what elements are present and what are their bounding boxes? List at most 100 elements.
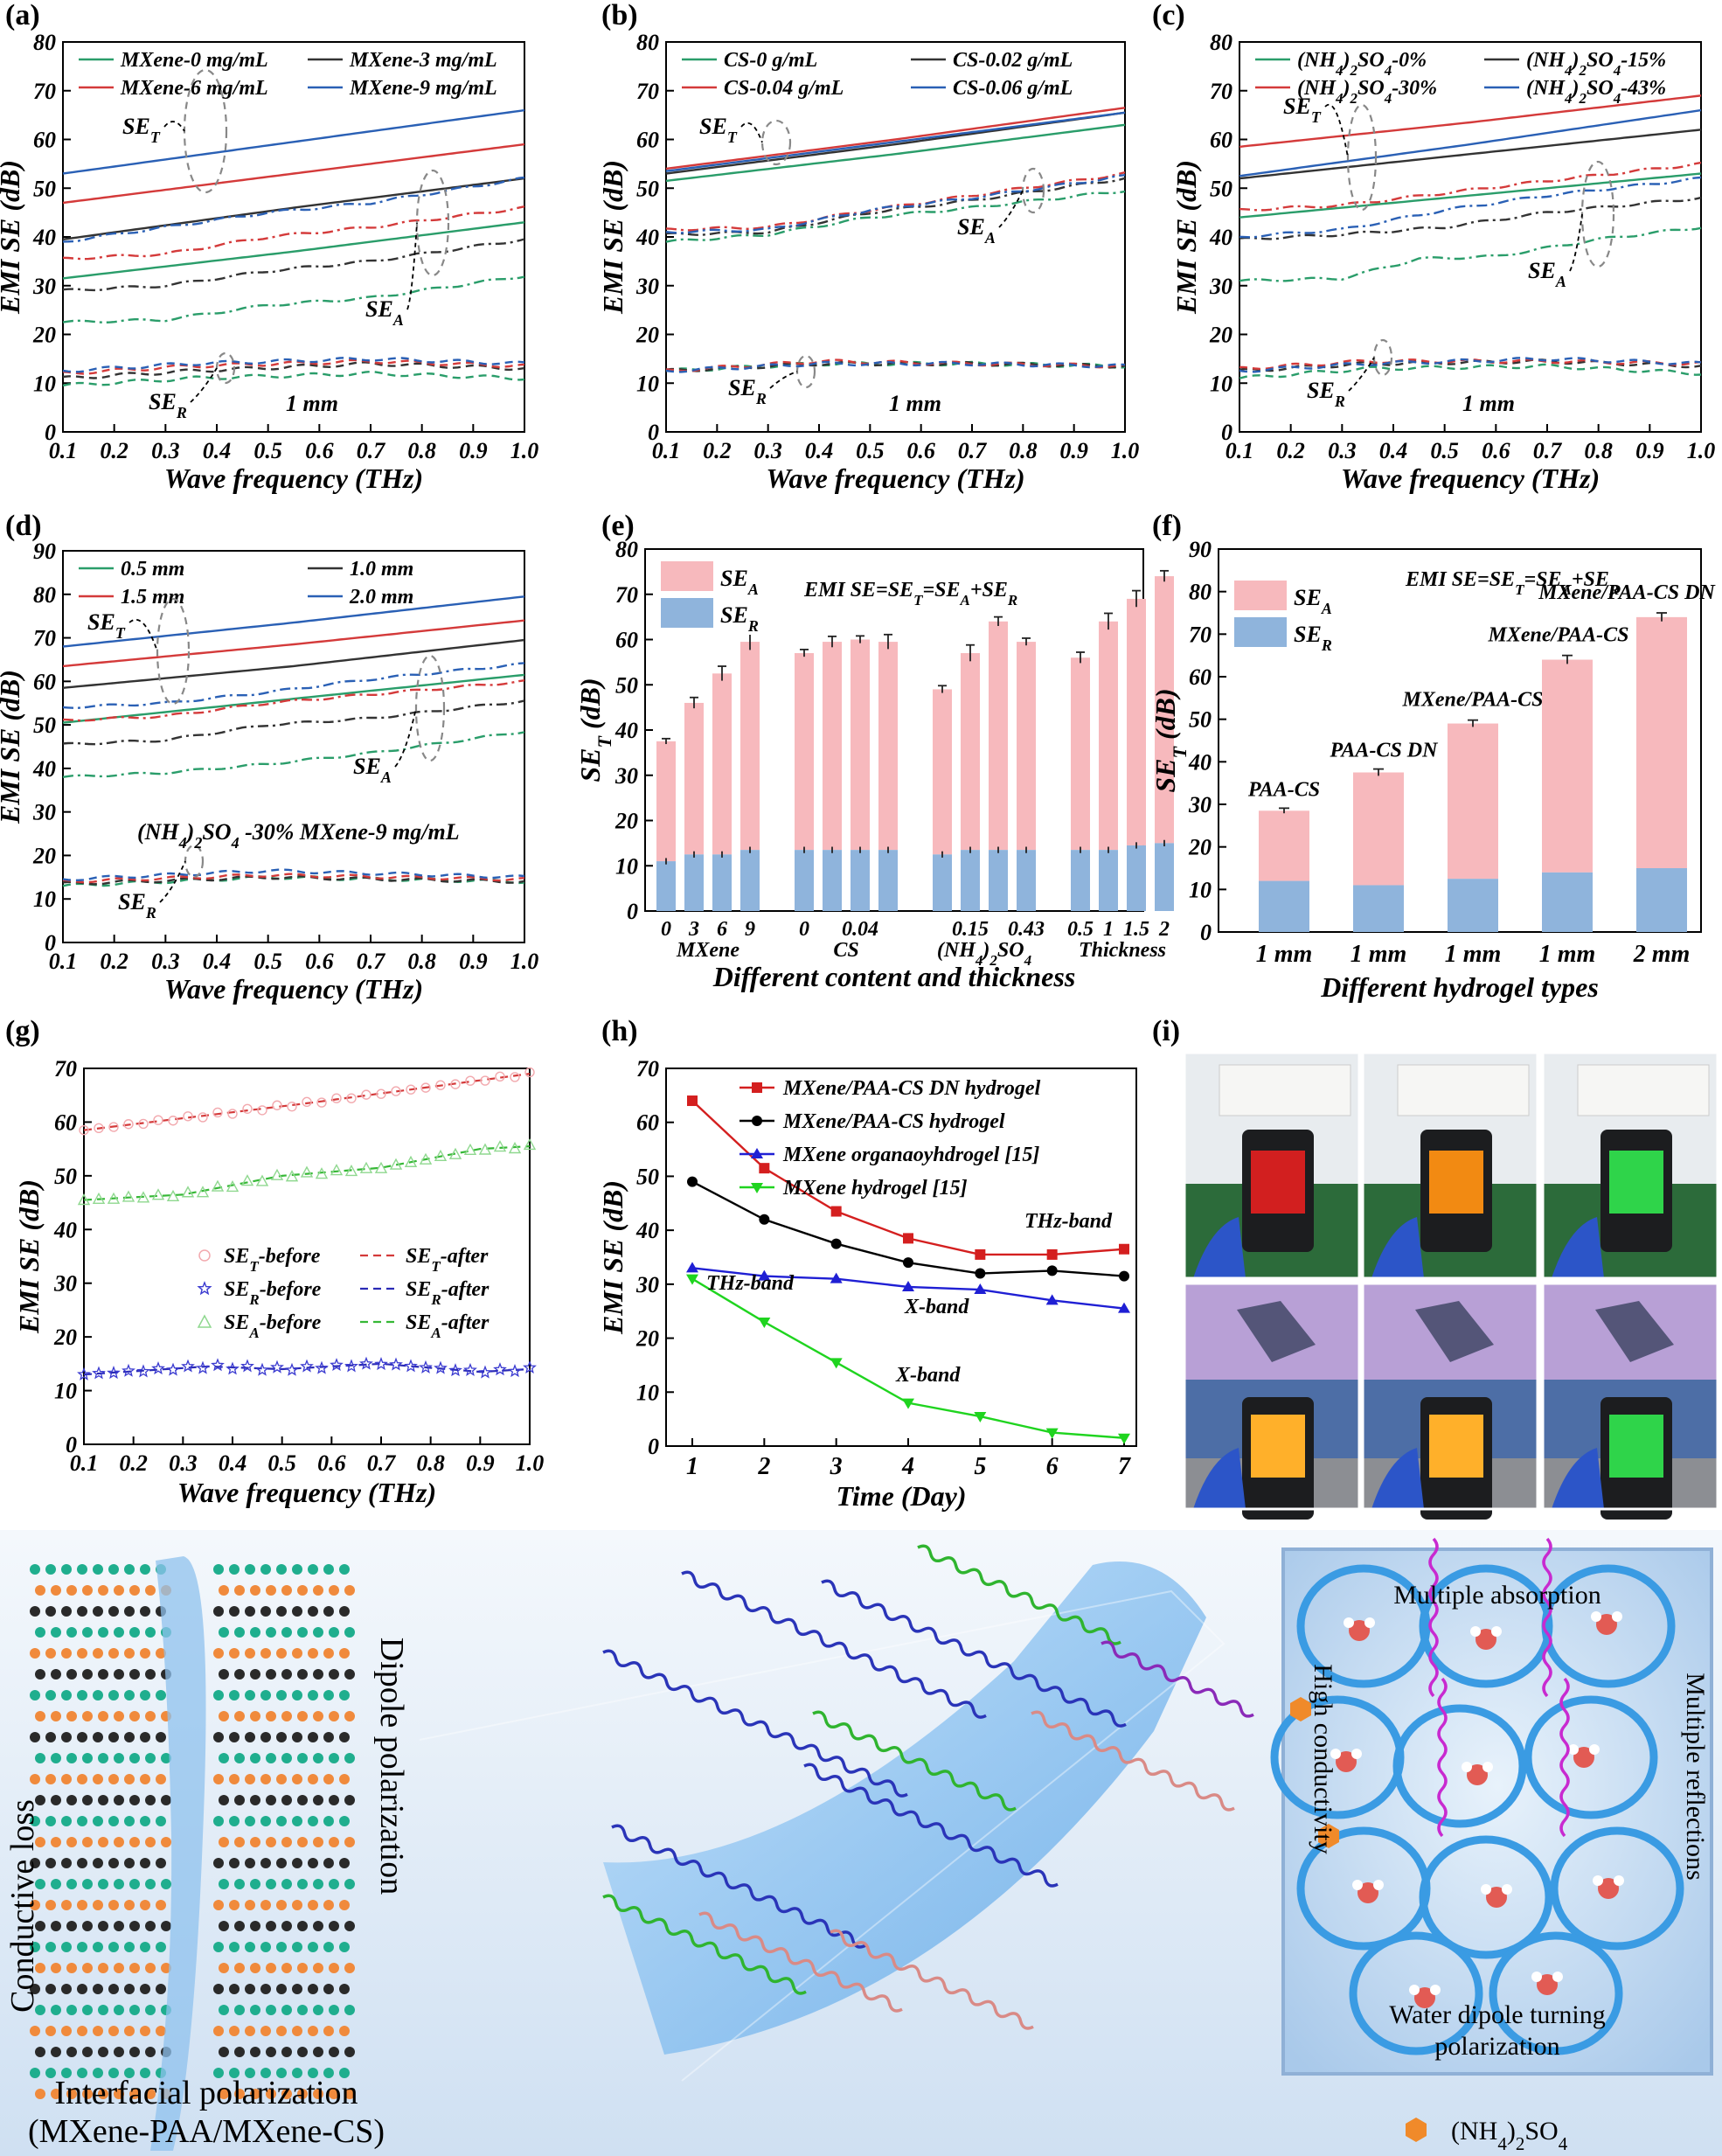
x-tick-label-a: 1.0 — [510, 438, 539, 463]
polymer-chain — [1349, 1931, 1483, 2055]
mxene-atom — [260, 1858, 271, 1868]
water-hydrogen — [1330, 1749, 1341, 1759]
photo-glove — [1371, 1448, 1424, 1509]
mxene-atom — [140, 1816, 150, 1826]
mxene-atom — [156, 1774, 166, 1784]
photo-meter-screen — [1429, 1151, 1483, 1214]
mxene-atom — [229, 2068, 240, 2078]
note-b: 1 mm — [889, 391, 941, 416]
mxene-atom — [245, 1690, 255, 1700]
formula-e: EMI SE=SET=SEA+SER — [803, 579, 1017, 609]
x-tick-label-c: 0.8 — [1584, 438, 1613, 463]
y-tick-label-d: 0 — [45, 930, 56, 956]
mxene-atom — [114, 2089, 124, 2099]
water-hydrogen — [1481, 1884, 1491, 1895]
mxene-atom — [281, 1879, 292, 1889]
before-marker-SEA — [448, 1147, 462, 1159]
mxene-atom — [124, 1900, 135, 1910]
marker-h — [830, 1358, 843, 1369]
mxene-atom — [308, 1648, 318, 1659]
mxene-atom — [229, 1606, 240, 1617]
y-tick-label-e: 20 — [615, 809, 638, 834]
mxene-atom — [161, 1795, 171, 1805]
mxene-atom — [213, 1564, 224, 1575]
annotation-SER-c: SER — [1307, 378, 1345, 410]
legend-label-c: (NH4)2SO4-30% — [1297, 77, 1437, 107]
mxene-atom — [213, 1774, 224, 1784]
mxene-atom — [245, 1606, 255, 1617]
polymer-chain — [1550, 1826, 1684, 1951]
bar-SEA-e — [933, 689, 952, 855]
mxene-atom — [323, 1942, 334, 1952]
series-line-SER-c — [1239, 358, 1702, 371]
before-marker-SET — [495, 1071, 505, 1081]
y-tick-label-a: 40 — [32, 225, 56, 250]
annotation-SER-d: SER — [118, 889, 156, 922]
y-tick-label-e: 50 — [615, 672, 638, 698]
mxene-atom — [82, 1711, 93, 1721]
photo-outlet — [1577, 1064, 1710, 1116]
panel-f: 0 10 20 30 40 50 60 70 80 90 1 mm PAA-CS 1 mm PAA-CS … — [1149, 537, 1716, 1003]
bar-SER-e — [878, 850, 898, 911]
x-tick-label-c: 0.9 — [1635, 438, 1664, 463]
bar-SER-e — [1017, 850, 1036, 911]
photo-meter-screen — [1251, 1415, 1305, 1478]
water-hydrogen — [1351, 1749, 1362, 1759]
axes-frame-d — [62, 550, 525, 943]
mxene-atom — [82, 2089, 93, 2099]
mxene-atom — [329, 1753, 339, 1763]
bar-SEA-e — [961, 653, 980, 851]
mxene-atom — [281, 2047, 292, 2057]
before-marker-SER — [463, 1362, 477, 1376]
mxene-atom — [297, 1627, 308, 1638]
water-hydrogen — [1531, 1972, 1542, 1982]
mxene-atom — [229, 1858, 240, 1868]
mxene-atom — [266, 1879, 276, 1889]
legend-label-e: SER — [720, 602, 759, 635]
x-tick-label-c: 0.7 — [1533, 438, 1563, 463]
water-molecule — [1486, 1887, 1507, 1908]
em-wave — [1031, 1710, 1235, 1812]
mxene-atom — [323, 2068, 334, 2078]
x-tick-label-a: 0.8 — [407, 438, 436, 463]
label-water-dipole-2: polarization — [1434, 2032, 1559, 2061]
before-marker-SEA — [463, 1143, 477, 1156]
y-tick-label-d: 30 — [32, 800, 56, 825]
mxene-atom — [292, 1732, 302, 1742]
mxene-atom — [77, 1900, 87, 1910]
mxene-atom — [129, 1921, 140, 1931]
mxene-atom — [329, 2005, 339, 2015]
mxene-atom — [45, 1900, 56, 1910]
mxene-atom — [145, 1963, 156, 1973]
before-marker-SET — [361, 1089, 371, 1100]
before-marker-SEA — [344, 1164, 358, 1177]
mxene-atom — [66, 1585, 77, 1596]
mxene-atom — [344, 1795, 355, 1805]
before-marker-SER — [107, 1366, 121, 1380]
water-hydrogen — [1502, 1884, 1512, 1895]
before-marker-SEA — [434, 1149, 448, 1161]
x-tick-label-d: 0.6 — [305, 949, 334, 974]
series-line-SER-a — [62, 357, 525, 373]
mxene-atom — [145, 1669, 156, 1680]
x-tick-label-e: 1 — [1103, 918, 1114, 941]
mxene-atom — [129, 1963, 140, 1973]
mxene-atom — [82, 2047, 93, 2057]
bar-SEA-e — [712, 673, 732, 855]
mxene-atom — [219, 2005, 229, 2015]
legend-label-f: SEA — [1294, 585, 1332, 617]
annotation-SER-b: SER — [728, 375, 767, 407]
x-tick-label-c: 0.5 — [1430, 438, 1459, 463]
mxene-atom — [219, 2089, 229, 2099]
y-tick-label-f: 50 — [1189, 707, 1212, 733]
y-tick-label-b: 80 — [636, 30, 659, 55]
legend-label-b: CS-0 g/mL — [724, 49, 817, 72]
y-tick-label-e: 70 — [615, 582, 638, 608]
y-tick-label-g: 30 — [53, 1271, 77, 1297]
before-marker-SER — [255, 1362, 269, 1376]
x-tick-label-e: 0.15 — [952, 918, 989, 941]
mxene-atom — [66, 1837, 77, 1847]
mxene-atom — [129, 1837, 140, 1847]
y-tick-label-b: 10 — [636, 371, 659, 396]
